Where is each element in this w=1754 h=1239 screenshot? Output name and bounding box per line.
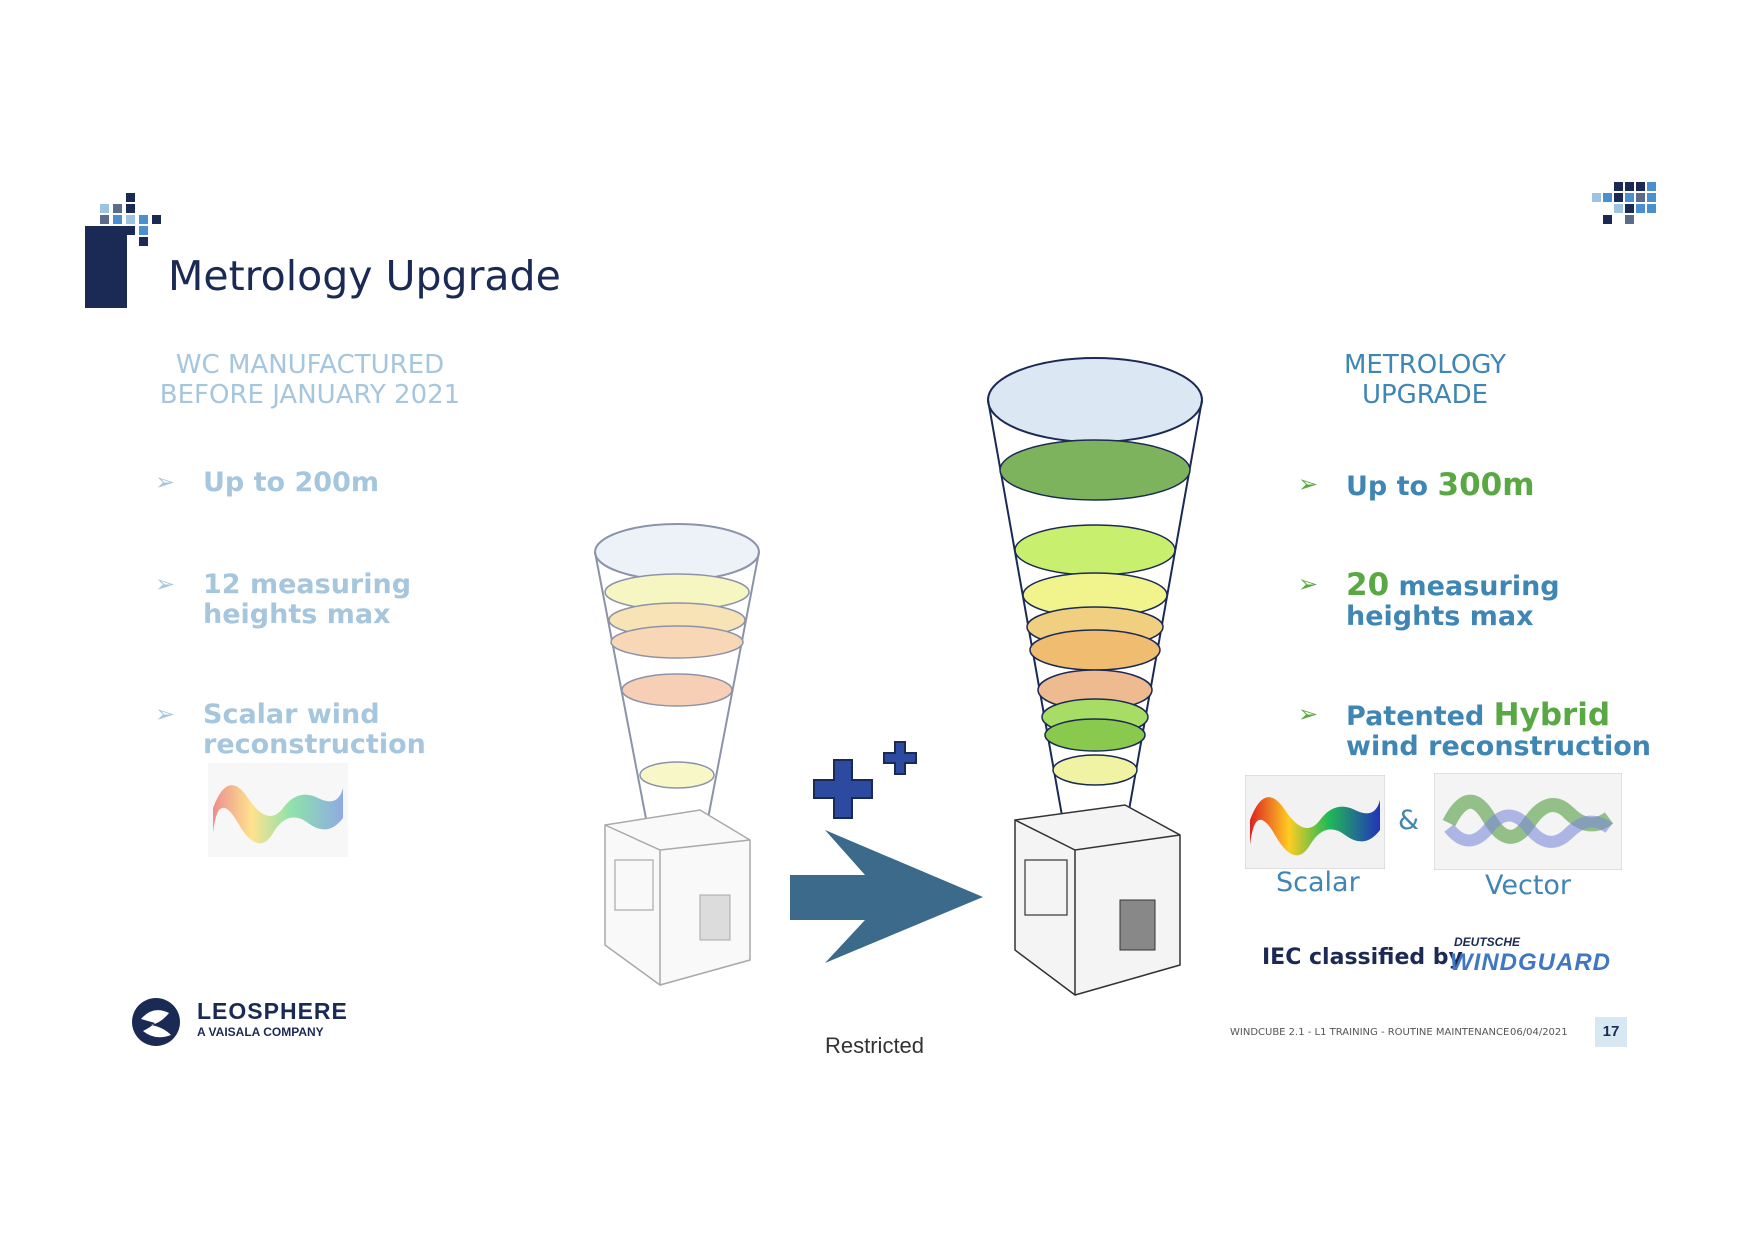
windguard-logo-top: DEUTSCHE <box>1454 935 1521 949</box>
new-lidar-illustration <box>987 357 1203 996</box>
old-column-heading: WC MANUFACTURED BEFORE JANUARY 2021 <box>140 350 480 410</box>
scalar-caption: Scalar <box>1276 867 1360 898</box>
old-heading-line2: BEFORE JANUARY 2021 <box>159 380 461 410</box>
windguard-logo-main: WINDGUARD <box>1450 949 1611 976</box>
scalar-wave-image <box>1245 775 1385 869</box>
plus-large-icon <box>813 759 873 819</box>
new-bullet-reconstruction-value: Hybrid <box>1493 697 1611 733</box>
new-bullet-heights: ➢ 20 measuring heights max <box>1298 567 1560 632</box>
new-bullet-heights-value: 20 <box>1346 567 1390 603</box>
iec-classification: IEC classified by <box>1262 945 1463 970</box>
old-bullet-reconstruction-line2: reconstruction <box>203 729 426 760</box>
leosphere-subtitle: A VAISALA COMPANY <box>197 1025 324 1039</box>
footer-date: 06/04/2021 <box>1510 1027 1568 1038</box>
new-bullet-reconstruction-line2: wind reconstruction <box>1346 731 1652 762</box>
new-bullet-reconstruction-prefix: Patented <box>1346 701 1494 732</box>
footer-doc-title: WINDCUBE 2.1 - L1 TRAINING - ROUTINE MAI… <box>1230 1027 1510 1038</box>
new-heading-line1: METROLOGY <box>1343 350 1507 380</box>
new-bullet-height-prefix: Up to <box>1346 471 1438 502</box>
slide-title: Metrology Upgrade <box>168 252 561 300</box>
windguard-logo: DEUTSCHE WINDGUARD <box>1450 935 1611 977</box>
old-bullet-reconstruction-line1: Scalar wind <box>203 699 380 730</box>
old-bullet-heights-line2: heights max <box>203 599 391 630</box>
page-number: 17 <box>1595 1017 1627 1047</box>
old-bullet-height-text: Up to 200m <box>203 467 380 498</box>
bullet-arrow-icon: ➢ <box>1298 470 1319 498</box>
new-bullet-heights-suffix: measuring <box>1389 571 1560 602</box>
pixel-logo-right <box>1592 182 1656 224</box>
old-bullet-heights: ➢ 12 measuring heights max <box>155 569 412 630</box>
new-column-heading: METROLOGY UPGRADE <box>1290 350 1560 410</box>
bullet-arrow-icon: ➢ <box>155 700 176 728</box>
new-bullet-reconstruction: ➢ Patented Hybrid wind reconstruction <box>1298 697 1652 762</box>
bullet-arrow-icon: ➢ <box>155 468 176 496</box>
bullet-arrow-icon: ➢ <box>155 570 176 598</box>
old-lidar-illustration <box>594 523 760 986</box>
old-bullet-heights-line1: 12 measuring <box>203 569 412 600</box>
new-heading-line2: UPGRADE <box>1361 380 1489 410</box>
vector-wave-image <box>1434 773 1622 870</box>
vector-caption: Vector <box>1485 870 1572 901</box>
leosphere-logo-icon <box>132 998 180 1046</box>
new-bullet-height-value: 300m <box>1437 467 1535 503</box>
classification-label: Restricted <box>825 1033 925 1058</box>
leosphere-name: LEOSPHERE <box>197 998 348 1024</box>
old-scalar-wave-image <box>208 763 348 857</box>
old-bullet-height: ➢ Up to 200m <box>155 467 380 498</box>
pixel-logo-left <box>85 193 161 308</box>
new-bullet-heights-line2: heights max <box>1346 601 1534 632</box>
plus-small-icon <box>883 741 917 775</box>
new-bullet-height: ➢ Up to 300m <box>1298 467 1535 503</box>
old-bullet-reconstruction: ➢ Scalar wind reconstruction <box>155 699 426 760</box>
upgrade-arrow-icon <box>790 830 983 963</box>
bullet-arrow-icon: ➢ <box>1298 700 1319 728</box>
bullet-arrow-icon: ➢ <box>1298 570 1319 598</box>
old-heading-line1: WC MANUFACTURED <box>175 350 445 380</box>
ampersand: & <box>1398 805 1420 836</box>
